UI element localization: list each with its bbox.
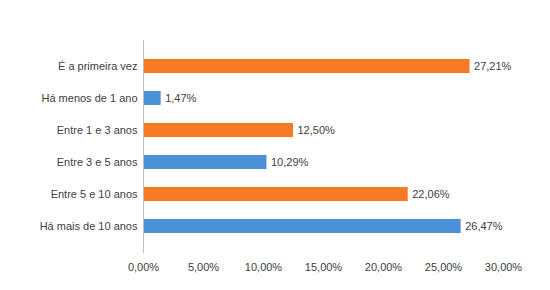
svg-text:Entre 1 e 3 anos: Entre 1 e 3 anos — [57, 124, 138, 136]
svg-text:22,06%: 22,06% — [412, 188, 450, 200]
svg-text:15,00%: 15,00% — [305, 261, 343, 273]
svg-text:1,47%: 1,47% — [165, 92, 196, 104]
svg-text:26,47%: 26,47% — [465, 220, 503, 232]
svg-text:20,00%: 20,00% — [365, 261, 403, 273]
svg-text:Há mais de 10 anos: Há mais de 10 anos — [40, 220, 138, 232]
svg-text:Há menos de 1 ano: Há menos de 1 ano — [41, 92, 137, 104]
svg-text:5,00%: 5,00% — [188, 261, 219, 273]
svg-text:10,29%: 10,29% — [271, 156, 309, 168]
svg-text:É a primeira vez: É a primeira vez — [58, 60, 137, 72]
svg-text:Entre 5 e 10 anos: Entre 5 e 10 anos — [51, 188, 138, 200]
svg-text:12,50%: 12,50% — [298, 124, 336, 136]
svg-text:27,21%: 27,21% — [474, 60, 512, 72]
svg-text:25,00%: 25,00% — [425, 261, 463, 273]
svg-text:Entre 3 e 5 anos: Entre 3 e 5 anos — [57, 156, 138, 168]
svg-text:30,00%: 30,00% — [485, 261, 523, 273]
svg-text:10,00%: 10,00% — [245, 261, 283, 273]
svg-text:0,00%: 0,00% — [128, 261, 159, 273]
